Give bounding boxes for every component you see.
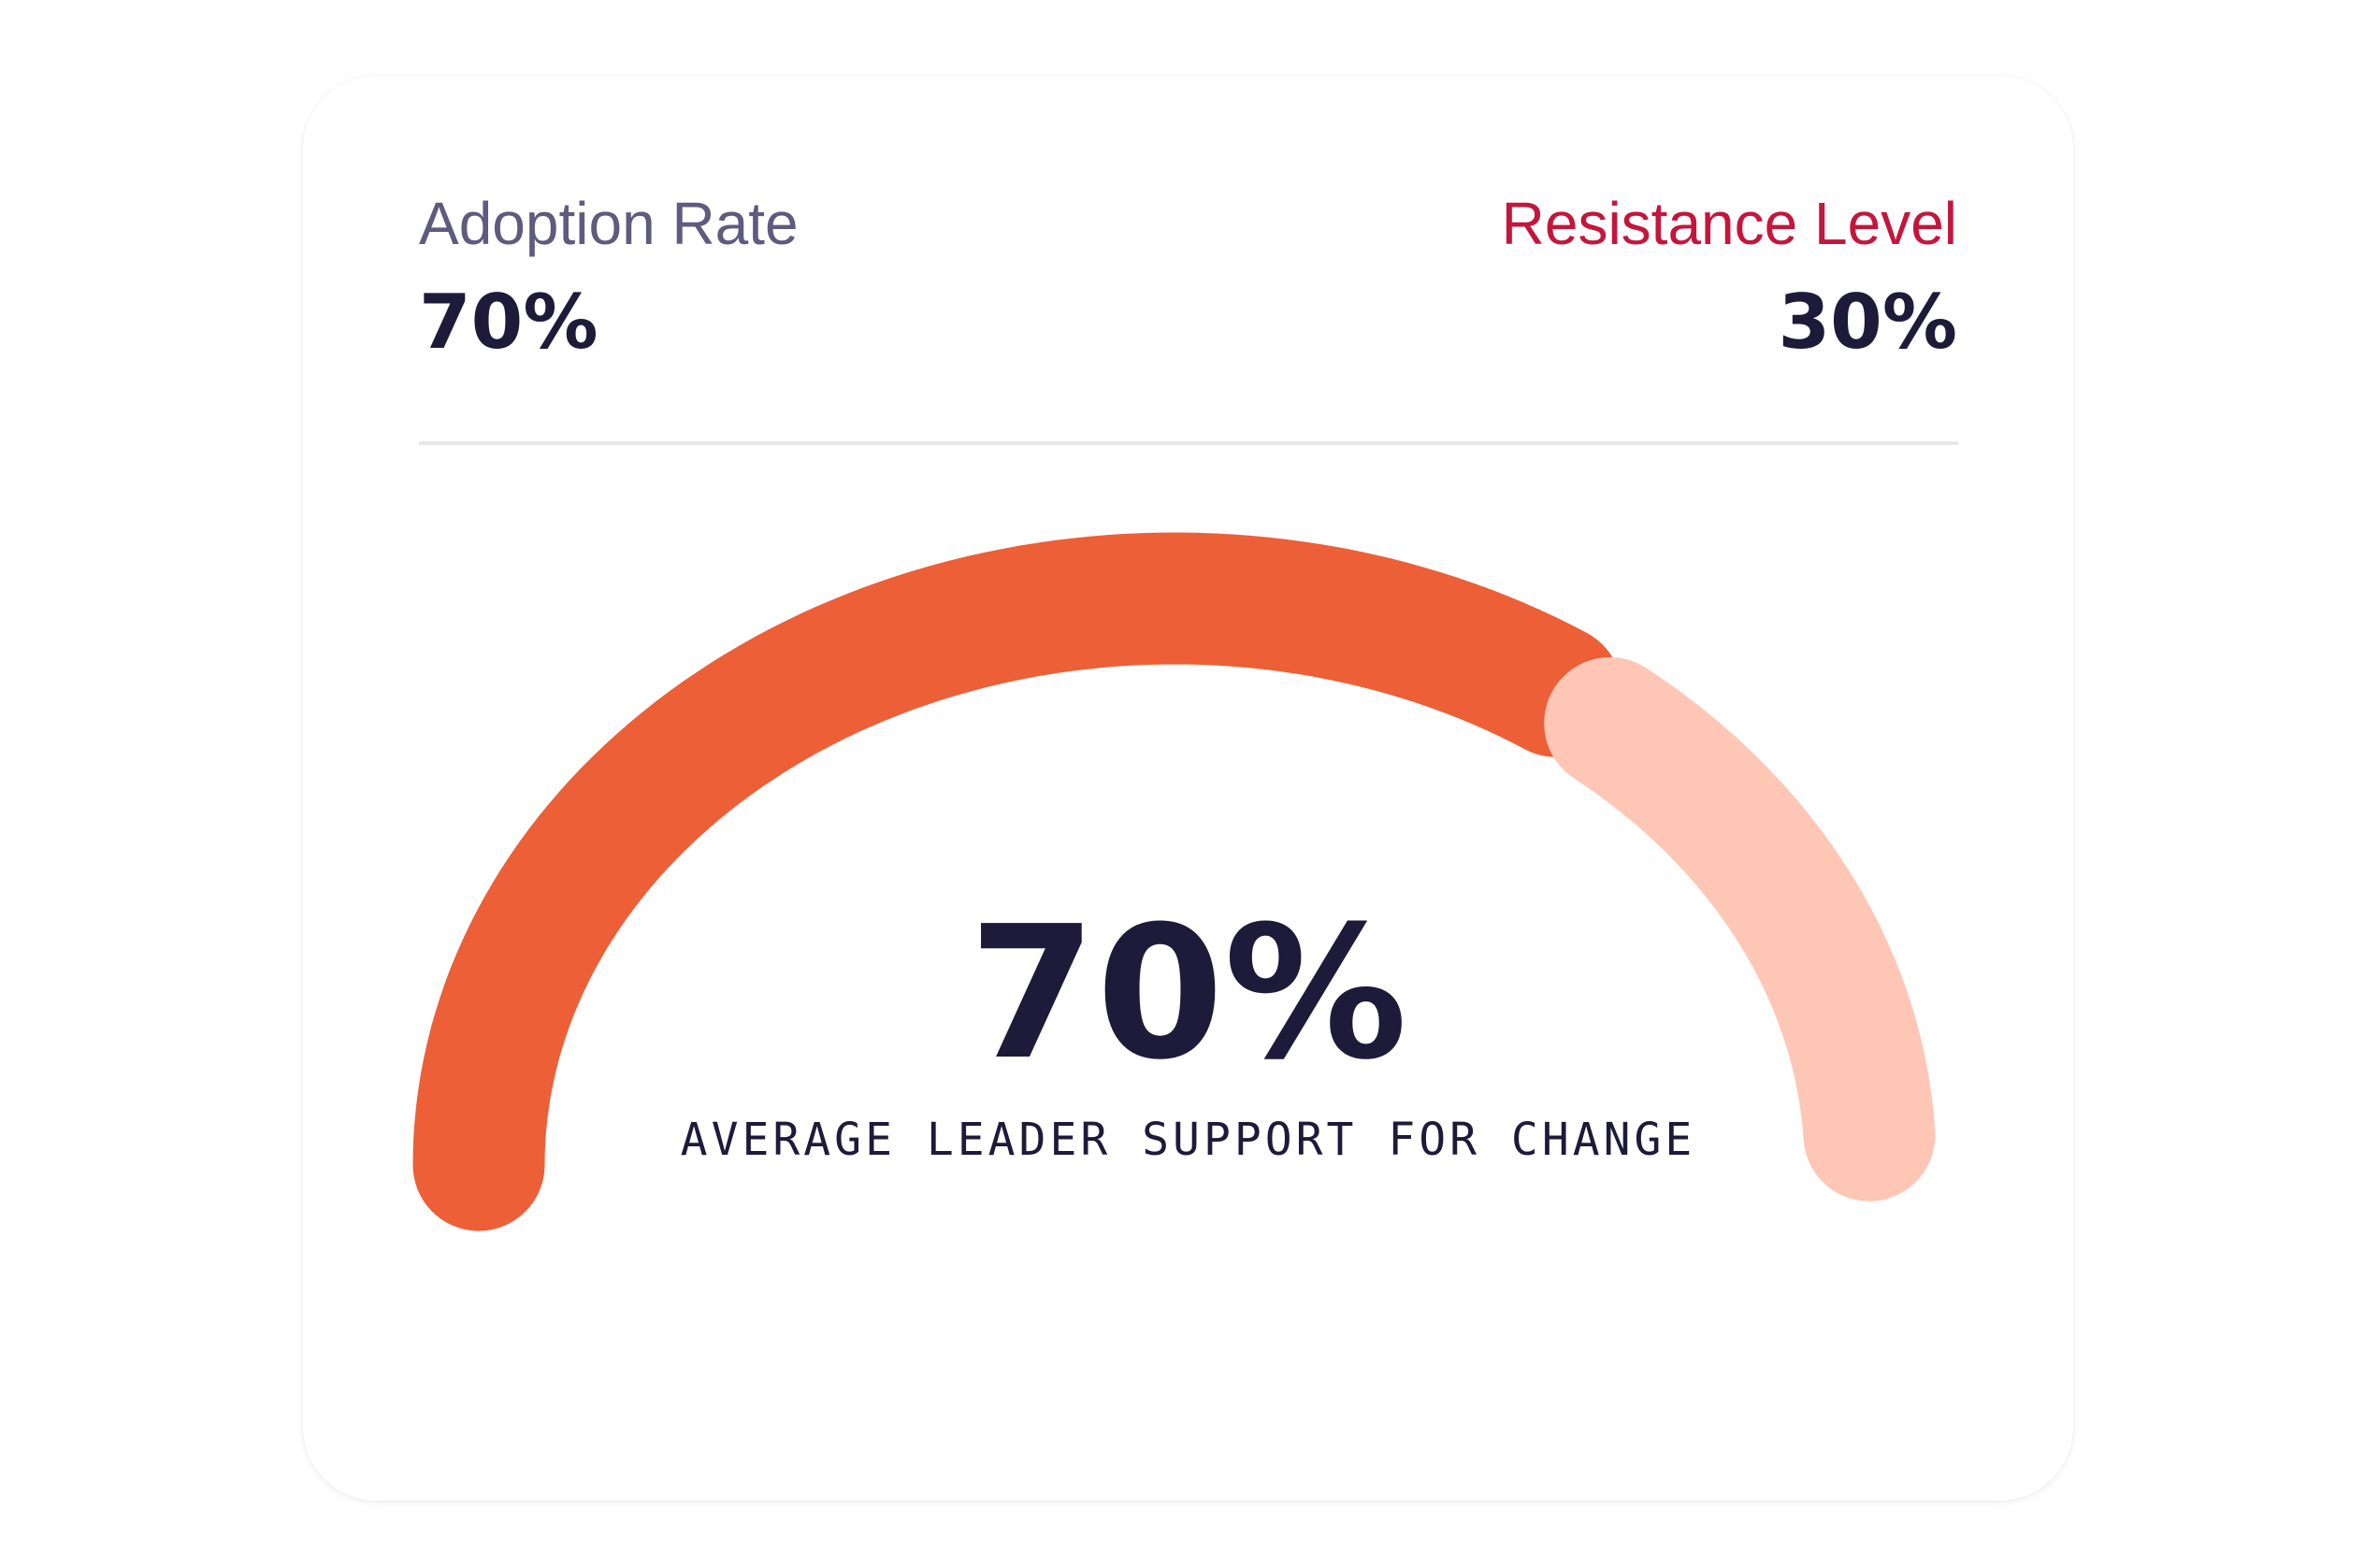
resistance-level-label: Resistance Level [1501, 190, 1957, 257]
gauge-arc-resistance [1544, 656, 1936, 1201]
divider [419, 441, 1958, 445]
gauge-chart [412, 532, 1936, 1231]
adoption-rate-label: Adoption Rate [419, 190, 799, 257]
resistance-level-value: 30% [1778, 279, 1957, 366]
metrics-card: Adoption Rate 70% Resistance Level 30% 7… [303, 76, 2073, 1501]
adoption-rate-value: 70% [419, 279, 598, 366]
gauge-caption: AVERAGE LEADER SUPPORT FOR CHANGE [680, 1114, 1696, 1166]
gauge-arc-adoption [412, 532, 1622, 1231]
gauge-value: 70% [968, 887, 1408, 1100]
